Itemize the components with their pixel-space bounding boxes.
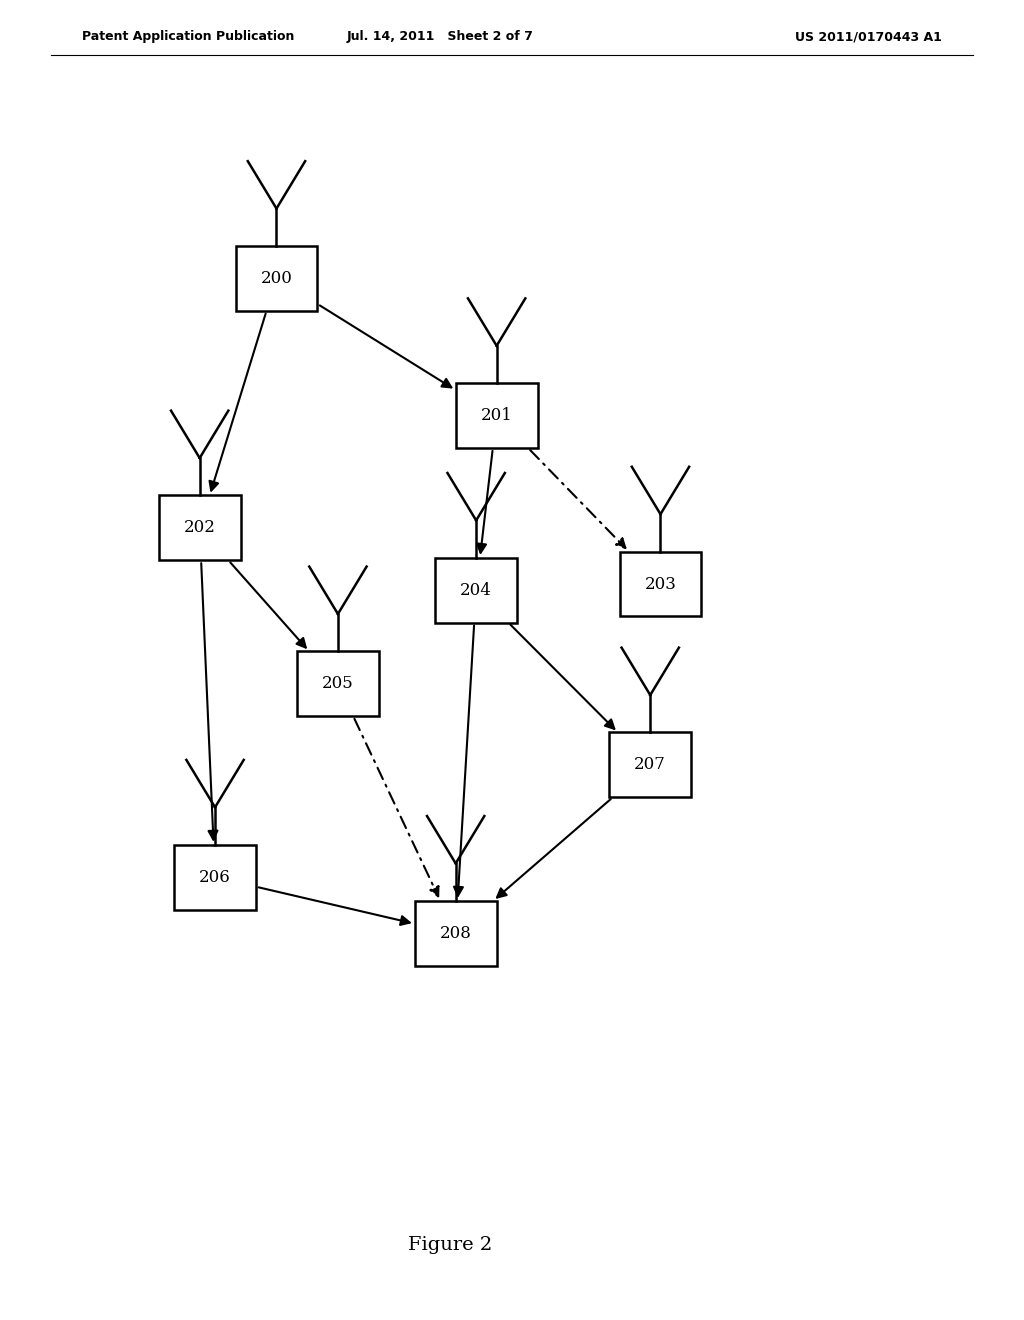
- Text: 203: 203: [644, 576, 677, 593]
- Text: 202: 202: [183, 519, 216, 536]
- Bar: [415, 900, 497, 966]
- Bar: [174, 845, 256, 909]
- Text: 207: 207: [634, 756, 667, 774]
- Text: 205: 205: [322, 676, 354, 692]
- Text: 206: 206: [199, 869, 231, 886]
- Text: 200: 200: [260, 269, 293, 286]
- Text: Patent Application Publication: Patent Application Publication: [82, 30, 294, 44]
- Text: 204: 204: [460, 582, 493, 599]
- Bar: [435, 558, 517, 623]
- Bar: [620, 552, 701, 616]
- Bar: [609, 733, 691, 797]
- Text: US 2011/0170443 A1: US 2011/0170443 A1: [796, 30, 942, 44]
- Bar: [456, 383, 538, 447]
- Bar: [236, 246, 317, 310]
- Bar: [297, 651, 379, 717]
- Text: Figure 2: Figure 2: [409, 1236, 493, 1254]
- Text: 208: 208: [439, 925, 472, 941]
- Text: Jul. 14, 2011   Sheet 2 of 7: Jul. 14, 2011 Sheet 2 of 7: [347, 30, 534, 44]
- Text: 201: 201: [480, 407, 513, 424]
- Bar: [159, 495, 241, 560]
